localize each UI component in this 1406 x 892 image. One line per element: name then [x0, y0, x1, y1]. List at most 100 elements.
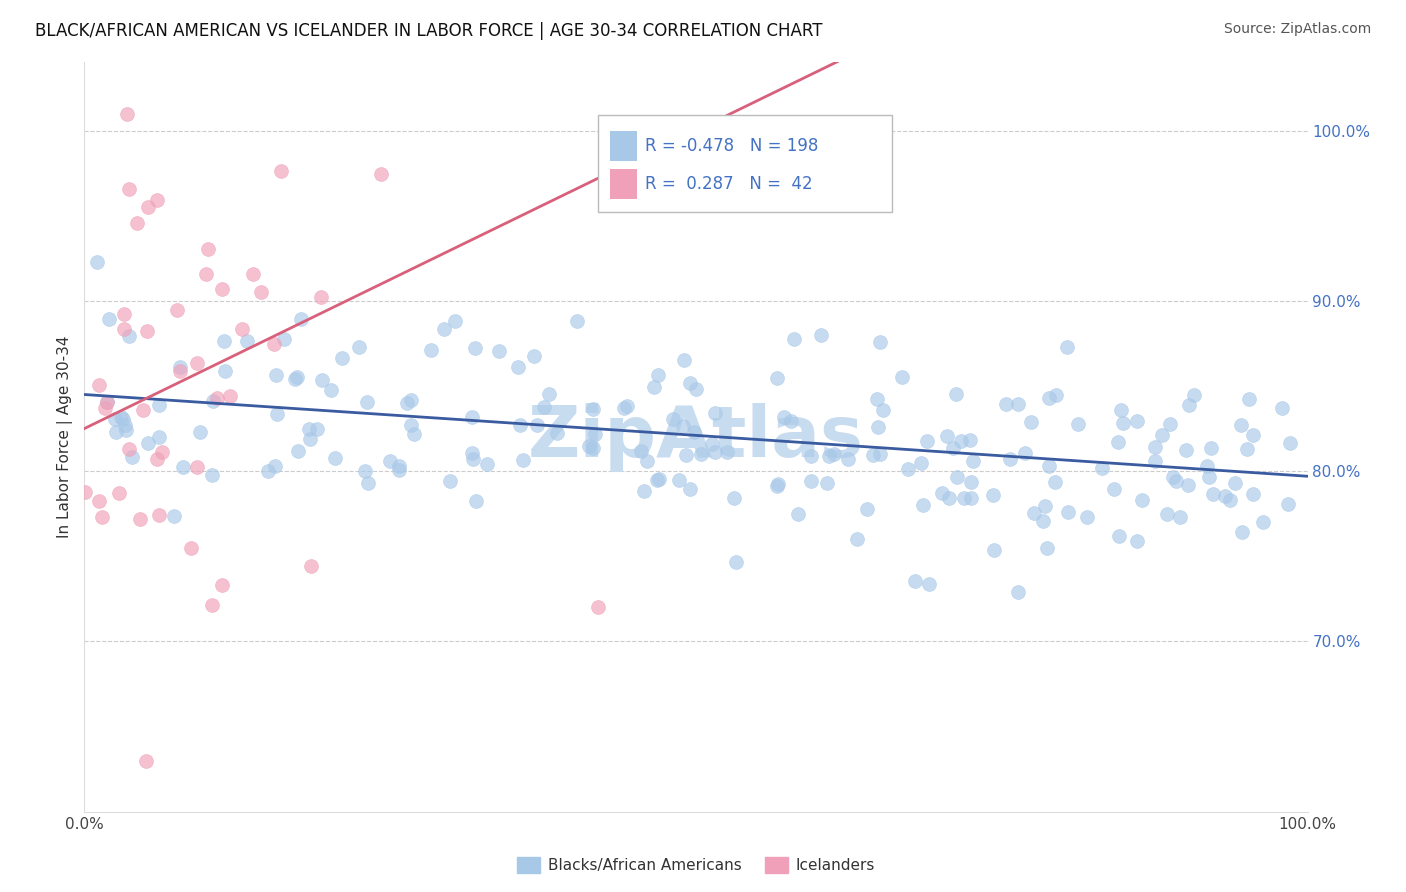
Point — [526, 417, 548, 432]
Point — [537, 387, 560, 401]
Point — [148, 398, 170, 412]
Point — [475, 457, 498, 471]
Point — [633, 484, 655, 499]
Point — [257, 464, 280, 478]
Point — [290, 312, 312, 326]
FancyBboxPatch shape — [610, 131, 637, 161]
Point — [169, 364, 191, 378]
Point — [897, 461, 920, 475]
Point — [903, 574, 925, 588]
Text: R = -0.478   N = 198: R = -0.478 N = 198 — [644, 137, 818, 155]
Point — [1102, 482, 1125, 496]
Point — [96, 394, 118, 409]
Point — [105, 425, 128, 439]
Point — [201, 468, 224, 483]
Point — [522, 349, 544, 363]
Point — [1036, 541, 1059, 555]
Point — [104, 412, 127, 426]
Point — [1019, 415, 1042, 429]
Point — [845, 533, 868, 547]
Point — [1168, 510, 1191, 524]
Point — [420, 343, 443, 357]
Point — [766, 371, 789, 385]
Point — [1043, 475, 1066, 490]
Point — [118, 442, 141, 456]
Point — [1144, 454, 1167, 468]
Point — [724, 555, 747, 569]
Point — [683, 425, 706, 439]
Point — [1143, 440, 1166, 454]
Point — [112, 322, 135, 336]
Point — [121, 450, 143, 464]
Point — [285, 370, 308, 384]
Point — [630, 444, 652, 458]
Point — [263, 336, 285, 351]
Point — [108, 486, 131, 500]
Point — [1175, 443, 1198, 458]
Point — [815, 475, 838, 490]
Point — [197, 242, 219, 256]
Point — [212, 334, 235, 348]
FancyBboxPatch shape — [598, 115, 891, 212]
Point — [704, 445, 727, 459]
FancyBboxPatch shape — [610, 169, 637, 199]
Y-axis label: In Labor Force | Age 30-34: In Labor Force | Age 30-34 — [56, 335, 73, 539]
Point — [1251, 516, 1274, 530]
Point — [439, 474, 461, 488]
Point — [998, 452, 1021, 467]
Point — [582, 401, 605, 416]
Point — [546, 425, 568, 440]
Point — [1014, 445, 1036, 459]
Point — [236, 334, 259, 348]
Point — [172, 460, 194, 475]
Point — [773, 410, 796, 425]
Point — [97, 311, 120, 326]
Point — [679, 376, 702, 390]
Point — [402, 427, 425, 442]
Point — [87, 494, 110, 508]
Point — [675, 448, 697, 462]
Point — [582, 442, 605, 456]
Point — [1198, 470, 1220, 484]
Point — [136, 324, 159, 338]
Point — [96, 395, 118, 409]
Point — [837, 451, 859, 466]
Point — [264, 459, 287, 474]
Point — [645, 473, 668, 487]
Point — [307, 422, 329, 436]
Point — [1225, 476, 1247, 491]
Point — [962, 454, 984, 468]
Point — [132, 403, 155, 417]
Point — [1277, 497, 1299, 511]
Point — [148, 430, 170, 444]
Point — [512, 453, 534, 467]
Point — [1164, 474, 1187, 488]
Point — [1271, 401, 1294, 415]
Point — [202, 393, 225, 408]
Point — [91, 510, 114, 524]
Point — [866, 392, 889, 407]
Point — [915, 434, 938, 449]
Point — [799, 449, 821, 463]
Point — [910, 457, 932, 471]
Point — [700, 437, 723, 451]
Point — [862, 448, 884, 462]
Point — [488, 344, 510, 359]
Point — [1236, 442, 1258, 457]
Point — [1038, 458, 1060, 473]
Point — [689, 446, 711, 460]
Point — [1199, 441, 1222, 455]
Point — [869, 334, 891, 349]
Point — [936, 429, 959, 443]
Text: R =  0.287   N =  42: R = 0.287 N = 42 — [644, 175, 813, 193]
Point — [723, 491, 745, 505]
Text: Source: ZipAtlas.com: Source: ZipAtlas.com — [1223, 22, 1371, 37]
Point — [1007, 585, 1029, 599]
Point — [1038, 392, 1060, 406]
Point — [533, 400, 555, 414]
Point — [1091, 461, 1114, 475]
Point — [872, 402, 894, 417]
Point — [146, 452, 169, 467]
Point — [1197, 458, 1219, 473]
Point — [1237, 392, 1260, 406]
